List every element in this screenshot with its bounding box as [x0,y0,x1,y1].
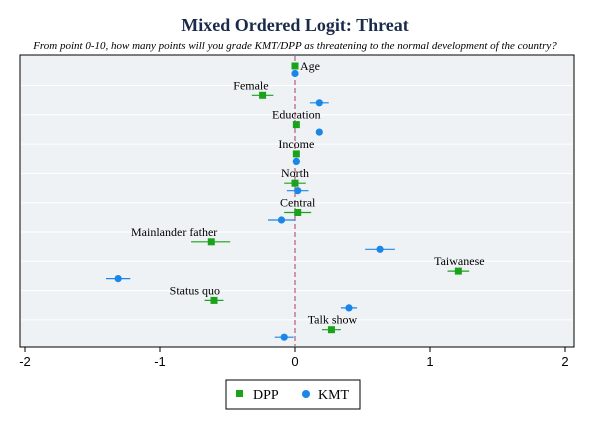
variable-label: Female [233,78,268,92]
data-marks [106,62,470,341]
chart-title: Mixed Ordered Logit: Threat [181,15,408,35]
variable-label: Income [278,137,314,151]
variable-labels: Age Female Education Income North Central Main… [131,59,485,327]
dpp-point [259,91,267,99]
chart-subtitle: From point 0-10, how many points will yo… [32,40,557,52]
plot-area [19,54,575,348]
x-tick-label: 0 [291,354,298,369]
grid-lines [21,85,573,321]
dpp-point [292,150,300,158]
variable-label: Taiwanese [434,254,484,268]
kmt-point [292,157,300,165]
x-tick-label: -2 [19,354,31,369]
variable-label: North [281,166,309,180]
variable-label: Status quo [170,283,220,297]
x-axis: -2 -1 0 1 2 [19,347,569,369]
x-tick-label: 1 [426,354,433,369]
kmt-point [277,216,286,224]
kmt-point [345,304,353,312]
dpp-point [210,296,218,304]
kmt-point [294,187,302,195]
x-tick-label: 2 [561,354,568,369]
variable-label: Mainlander father [131,225,217,239]
x-tick-label: -1 [154,354,166,369]
dpp-point [294,209,302,216]
kmt-point [114,275,122,283]
legend-box [225,379,361,410]
kmt-point [280,333,288,341]
dpp-point [291,62,299,70]
dpp-point [207,238,215,246]
variable-label: Talk show [308,313,358,327]
dpp-point [292,121,300,129]
kmt-point [315,128,323,136]
dpp-point [327,326,335,334]
legend-kmt-marker [302,390,310,398]
dpp-point [291,179,299,187]
legend: DPP KMT [225,379,361,410]
variable-label: Age [300,59,320,73]
kmt-point [315,99,323,107]
variable-label: Education [272,108,321,122]
dpp-point [454,267,462,275]
kmt-point [376,245,384,253]
kmt-point [291,69,299,78]
variable-label: Central [280,196,316,210]
legend-kmt-label: KMT [318,388,350,403]
legend-dpp-label: DPP [253,388,279,403]
legend-dpp-marker [236,390,243,397]
